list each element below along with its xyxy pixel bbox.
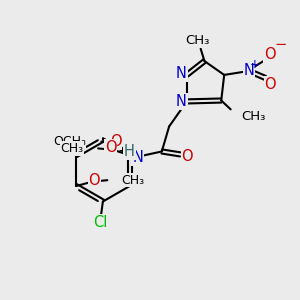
Text: CH₃: CH₃ [122, 174, 145, 187]
Text: Cl: Cl [93, 215, 108, 230]
Text: CH₃: CH₃ [241, 110, 266, 123]
Text: N: N [132, 150, 143, 165]
Text: N: N [176, 66, 187, 81]
Text: CH₃: CH₃ [60, 142, 83, 155]
Text: O: O [265, 77, 276, 92]
Text: +: + [250, 58, 260, 70]
Text: −: − [275, 38, 287, 52]
Text: O: O [264, 47, 276, 62]
Text: O: O [88, 173, 100, 188]
Text: O: O [182, 149, 193, 164]
Text: O: O [105, 140, 116, 155]
Text: H: H [124, 144, 135, 159]
Text: OCH₃: OCH₃ [53, 135, 86, 148]
Text: CH₃: CH₃ [185, 34, 209, 47]
Text: N: N [244, 63, 255, 78]
Text: O: O [110, 134, 122, 149]
Text: N: N [176, 94, 187, 109]
